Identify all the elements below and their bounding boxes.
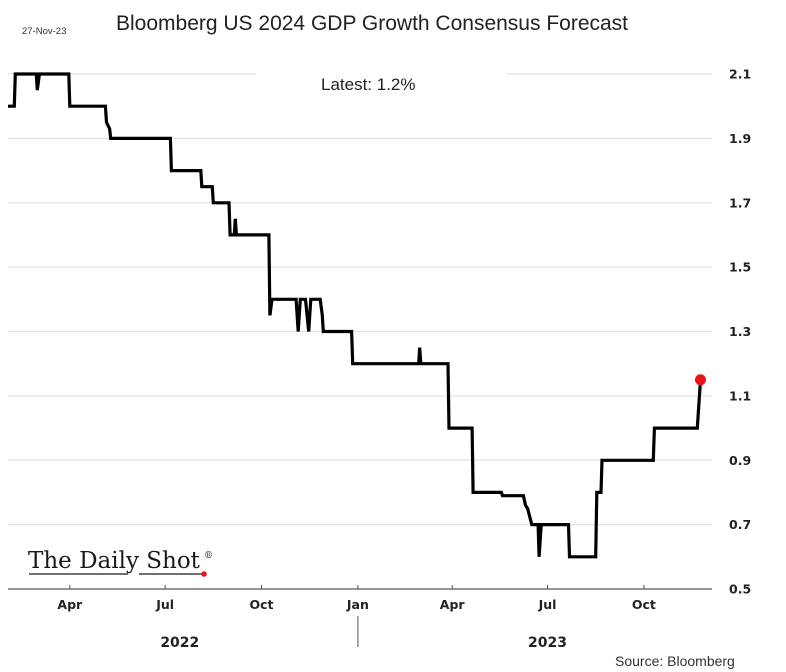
y-tick-label: 1.3: [729, 324, 751, 339]
x-axis: Apr Jul Oct Jan Apr Jul Oct 2022 2023: [8, 585, 712, 651]
y-tick-label: 0.5: [729, 582, 751, 597]
x-tick-label: Jul: [155, 597, 174, 612]
y-tick-label: 0.7: [729, 517, 751, 532]
annotation-background: [256, 60, 506, 94]
latest-annotation: Latest: 1.2%: [321, 75, 416, 94]
x-tick-label: Oct: [632, 597, 656, 612]
chart-title: Bloomberg US 2024 GDP Growth Consensus F…: [116, 12, 628, 35]
x-tick-label: Jul: [538, 597, 557, 612]
y-tick-label: 0.9: [729, 453, 751, 468]
y-tick-label: 1.5: [729, 260, 751, 275]
x-tick-label: Jan: [346, 597, 369, 612]
y-axis: 2.1 1.9 1.7 1.5 1.3 1.1 0.9 0.7 0.5: [729, 67, 751, 597]
year-label: 2023: [528, 635, 567, 651]
series-line: [8, 72, 703, 559]
latest-point-marker: [694, 374, 706, 386]
y-tick-label: 1.7: [729, 195, 751, 210]
series-layer: [8, 72, 706, 559]
the-daily-shot-logo: The Daily Shot ®: [28, 548, 213, 577]
date-stamp: 27-Nov-23: [22, 26, 66, 37]
source-note: Source: Bloomberg: [615, 653, 735, 669]
y-tick-label: 2.1: [729, 67, 751, 82]
x-tick-label: Oct: [250, 597, 274, 612]
y-tick-label: 1.9: [729, 131, 751, 146]
year-label: 2022: [160, 635, 199, 651]
x-tick-label: Apr: [440, 597, 466, 612]
y-tick-label: 1.1: [729, 388, 751, 403]
logo-red-dot: [201, 571, 207, 577]
logo-text: The Daily Shot: [28, 548, 201, 574]
logo-registered-mark: ®: [204, 551, 213, 561]
x-tick-label: Apr: [57, 597, 83, 612]
gridlines: [8, 73, 712, 526]
